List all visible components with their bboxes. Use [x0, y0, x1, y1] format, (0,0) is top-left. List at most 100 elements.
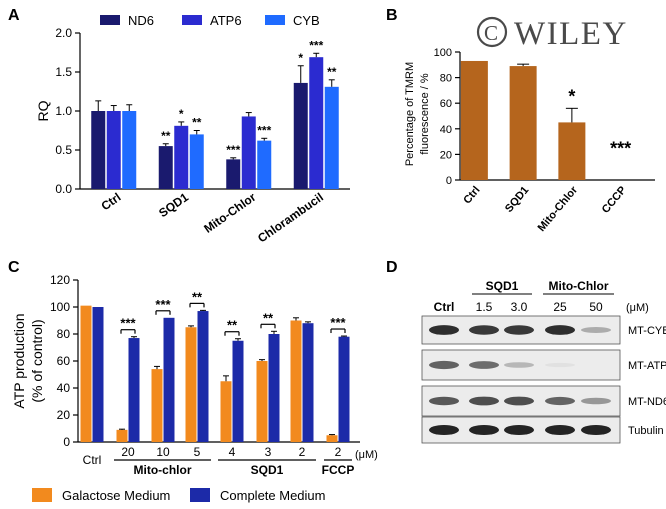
- legend-swatch-galactose: [32, 488, 52, 502]
- group-label-sqd1: SQD1: [251, 463, 284, 477]
- bar-galactose-3: [185, 327, 197, 442]
- error-bar: [119, 428, 125, 430]
- lane-label: 1.5: [476, 300, 493, 314]
- x-tick-label: CCCP: [600, 184, 629, 216]
- bar-nd6-chlorambucil: [293, 82, 308, 189]
- significance-label: **: [327, 65, 337, 79]
- error-bar: [293, 317, 299, 321]
- y-tick-label: 80: [57, 327, 71, 341]
- blot-row-tubulin: [421, 416, 621, 444]
- significance-label: ***: [155, 297, 171, 312]
- bar-ctrl: [460, 60, 488, 180]
- significance-label: **: [192, 289, 203, 304]
- panel-d-western-blot: SQD1 Mito-Chlor (μM) Ctrl 1.5 3.0 25 50 MT-CYB MT…: [421, 279, 666, 444]
- y-tick-label: 1.5: [55, 65, 72, 79]
- bar-galactose-1: [116, 429, 128, 442]
- bar-galactose-7: [326, 435, 338, 442]
- error-bar: [131, 336, 137, 339]
- blot-band: [469, 361, 499, 369]
- error-bar: [259, 359, 265, 361]
- error-bar: [517, 63, 530, 67]
- wiley-watermark: C WILEY: [476, 16, 628, 52]
- error-bar: [313, 52, 320, 58]
- blot-row-label-mt-cyb: MT-CYB: [628, 325, 666, 337]
- x-tick-label: 5: [194, 445, 201, 459]
- wiley-wordmark: WILEY: [514, 16, 628, 52]
- panel-letter-d: D: [386, 259, 398, 276]
- error-bar: [565, 107, 578, 123]
- blot-band: [545, 396, 575, 406]
- bar-galactose-2: [151, 369, 163, 442]
- legend-label-cyb: CYB: [293, 13, 320, 28]
- significance-label: *: [298, 51, 303, 65]
- y-axis-label-line2: (% of control): [29, 319, 45, 402]
- y-tick-label: 60: [57, 354, 71, 368]
- bar-sqd1: [509, 66, 537, 180]
- significance-label: ***: [257, 123, 271, 137]
- legend-swatch-atp6: [182, 15, 202, 25]
- error-bar: [126, 104, 133, 111]
- y-axis-label-line1: ATP production: [11, 313, 27, 408]
- legend-swatch-cyb: [265, 15, 285, 25]
- y-tick-label: 120: [50, 273, 70, 287]
- bar-complete-5: [268, 334, 280, 442]
- bar-complete-0: [92, 307, 104, 442]
- error-bar: [235, 338, 241, 341]
- y-tick-label: 100: [50, 300, 70, 314]
- significance-label: ***: [610, 138, 631, 158]
- y-tick-label: 0: [63, 435, 70, 449]
- bar-nd6-mito-chlor: [226, 159, 241, 189]
- legend-label-complete: Complete Medium: [220, 488, 326, 503]
- legend-label-nd6: ND6: [128, 13, 154, 28]
- y-tick-label: 100: [434, 47, 452, 59]
- significance-bracket: [224, 331, 240, 336]
- blot-group-label-mito-chlor: Mito-Chlor: [549, 279, 609, 293]
- blot-row-label-mt-nd6: MT-ND6: [628, 396, 666, 408]
- copyright-c-glyph: C: [484, 21, 498, 45]
- chart-a-mtdna-rq: 0.00.51.01.52.0RQCtrl*****SQD1******Mito…: [35, 13, 350, 245]
- error-bar: [341, 335, 347, 337]
- bar-atp6-ctrl: [106, 111, 121, 189]
- error-bar: [261, 137, 268, 141]
- blot-unit-label: (μM): [626, 302, 649, 314]
- bar-galactose-5: [256, 361, 268, 442]
- blot-band: [469, 325, 499, 335]
- x-tick-label: 20: [121, 445, 135, 459]
- bar-atp6-sqd1: [174, 125, 189, 189]
- y-tick-label: 0: [446, 175, 452, 187]
- x-tick-label: Mito-Chlor: [201, 190, 258, 236]
- error-bar: [162, 143, 169, 147]
- error-bar: [188, 325, 194, 328]
- x-tick-label: Ctrl: [83, 453, 102, 467]
- bar-complete-1: [128, 338, 140, 442]
- bar-galactose-4: [220, 381, 232, 442]
- x-unit-label: (μM): [355, 449, 378, 461]
- x-tick-label: Mito-Chlor: [536, 184, 581, 234]
- bar-complete-4: [232, 340, 244, 442]
- blot-row-mt-cyb: [421, 315, 621, 345]
- significance-label: *: [179, 107, 184, 121]
- error-bar: [110, 105, 117, 111]
- blot-band: [504, 396, 534, 406]
- legend-swatch-nd6: [100, 15, 120, 25]
- error-bar: [328, 79, 335, 87]
- y-axis-label-line1: Percentage of TMRM: [404, 62, 416, 166]
- legend-label-atp6: ATP6: [210, 13, 242, 28]
- error-bar: [271, 330, 277, 334]
- lane-label: Ctrl: [434, 300, 455, 314]
- significance-label: **: [192, 116, 202, 130]
- error-bar: [200, 309, 206, 312]
- blot-row-label-mt-atp6: MT-ATP6: [628, 360, 666, 372]
- legend-swatch-complete: [190, 488, 210, 502]
- error-bar: [329, 434, 335, 436]
- bar-cyb-sqd1: [189, 134, 204, 189]
- lane-label: 50: [589, 300, 603, 314]
- blot-band: [545, 325, 575, 335]
- bar-nd6-sqd1: [158, 146, 173, 189]
- y-tick-label: 80: [440, 73, 452, 85]
- bar-cyb-chlorambucil: [324, 86, 339, 189]
- bar-galactose-0: [80, 305, 92, 442]
- y-tick-label: 20: [440, 149, 452, 161]
- x-tick-label: 2: [335, 445, 342, 459]
